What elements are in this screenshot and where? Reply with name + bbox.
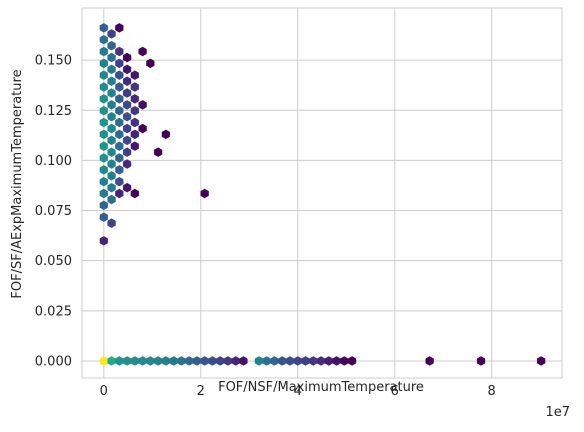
y-tick-label: 0.075: [35, 204, 72, 219]
x-tick-label: 0: [100, 384, 108, 399]
x-tick-label: 8: [488, 384, 496, 399]
y-tick-label: 0.050: [35, 254, 72, 269]
x-axis-offset-label: 1e7: [545, 405, 570, 420]
y-tick-label: 0.150: [35, 54, 72, 69]
y-tick-label: 0.125: [35, 104, 72, 119]
y-axis-label: FOF/SF/AExpMaximumTemperature: [10, 69, 25, 298]
y-tick-label: 0.025: [35, 304, 72, 319]
y-tick-label: 0.100: [35, 154, 72, 169]
x-tick-label: 2: [197, 384, 205, 399]
y-tick-label: 0.000: [35, 354, 72, 369]
x-axis-label: FOF/NSF/MaximumTemperature: [218, 380, 424, 395]
